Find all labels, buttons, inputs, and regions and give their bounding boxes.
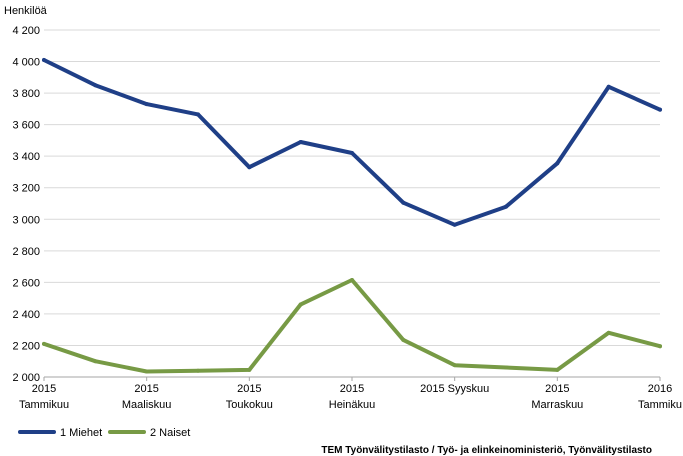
y-tick-label: 2 800: [12, 246, 40, 258]
data-point: [658, 107, 662, 112]
data-point: [350, 151, 354, 156]
data-point: [93, 359, 98, 364]
data-point: [401, 337, 406, 342]
data-point: [247, 165, 252, 170]
data-point: [555, 367, 560, 372]
x-tick-label-year: 2015: [32, 383, 56, 395]
source-note: TEM Työnvälitystilasto / Työ- ja elinkei…: [321, 445, 652, 456]
y-axis: 2 000 2 200 2 400 2 600 2 800 3 000 3 200 3 400…: [12, 25, 40, 384]
data-point: [555, 161, 560, 166]
x-tick-label-year: 2015: [340, 383, 364, 395]
data-point: [401, 200, 406, 205]
data-point: [606, 84, 611, 89]
data-point: [504, 204, 508, 209]
legend-entry: 1 Miehet: [60, 427, 102, 439]
x-tick-label-year: 2015 Syyskuu: [420, 383, 489, 395]
data-point: [298, 139, 303, 144]
y-tick-label: 2 600: [12, 277, 40, 289]
data-point: [144, 102, 149, 107]
data-point: [350, 277, 354, 282]
x-tick-label-month: Tammiku: [638, 399, 682, 411]
y-axis-label: Henkilöä: [4, 5, 48, 17]
x-tick-label-month: Heinäkuu: [329, 399, 375, 411]
x-tick-label-month: Maaliskuu: [122, 399, 172, 411]
x-tick-label-year: 2015: [134, 383, 158, 395]
y-tick-label: 3 200: [12, 183, 40, 195]
gridlines: [44, 29, 660, 346]
x-axis: 2015 Tammikuu 2015 Maaliskuu 2015 Toukokuu 201…: [19, 376, 682, 411]
x-tick-label-year: 2015: [237, 383, 261, 395]
legend-entry: 2 Naiset: [150, 427, 190, 439]
series-line-1: [42, 58, 662, 227]
series-lines: [42, 57, 662, 374]
x-tick-label-month: Marraskuu: [531, 399, 583, 411]
x-tick-label-year: 2016: [648, 383, 672, 395]
data-point: [452, 222, 457, 227]
y-tick-label: 3 000: [12, 214, 40, 226]
x-tick-label-month: Toukokuu: [226, 399, 273, 411]
series-line-2: [42, 278, 662, 374]
y-tick-label: 4 000: [12, 57, 40, 69]
y-tick-label: 3 800: [12, 88, 40, 100]
data-point: [658, 344, 662, 349]
data-point: [42, 341, 46, 346]
y-tick-label: 3 400: [12, 151, 40, 163]
y-tick-label: 2 400: [12, 309, 40, 321]
x-tick-label-month: Tammikuu: [19, 399, 69, 411]
y-tick-label: 3 600: [12, 120, 40, 132]
data-point: [606, 330, 611, 335]
data-point: [93, 83, 98, 88]
data-point: [298, 302, 303, 307]
data-point: [452, 363, 457, 368]
y-tick-label: 4 200: [12, 25, 40, 37]
x-tick-label-year: 2015: [545, 383, 569, 395]
data-point: [247, 367, 252, 372]
data-point: [504, 365, 508, 370]
y-tick-label: 2 200: [12, 340, 40, 352]
y-tick-label: 2 000: [12, 372, 40, 384]
legend: 1 Miehet 2 Naiset: [18, 427, 190, 439]
data-point: [144, 369, 149, 374]
data-point: [196, 112, 200, 117]
data-point: [42, 57, 46, 62]
data-point: [196, 368, 200, 373]
